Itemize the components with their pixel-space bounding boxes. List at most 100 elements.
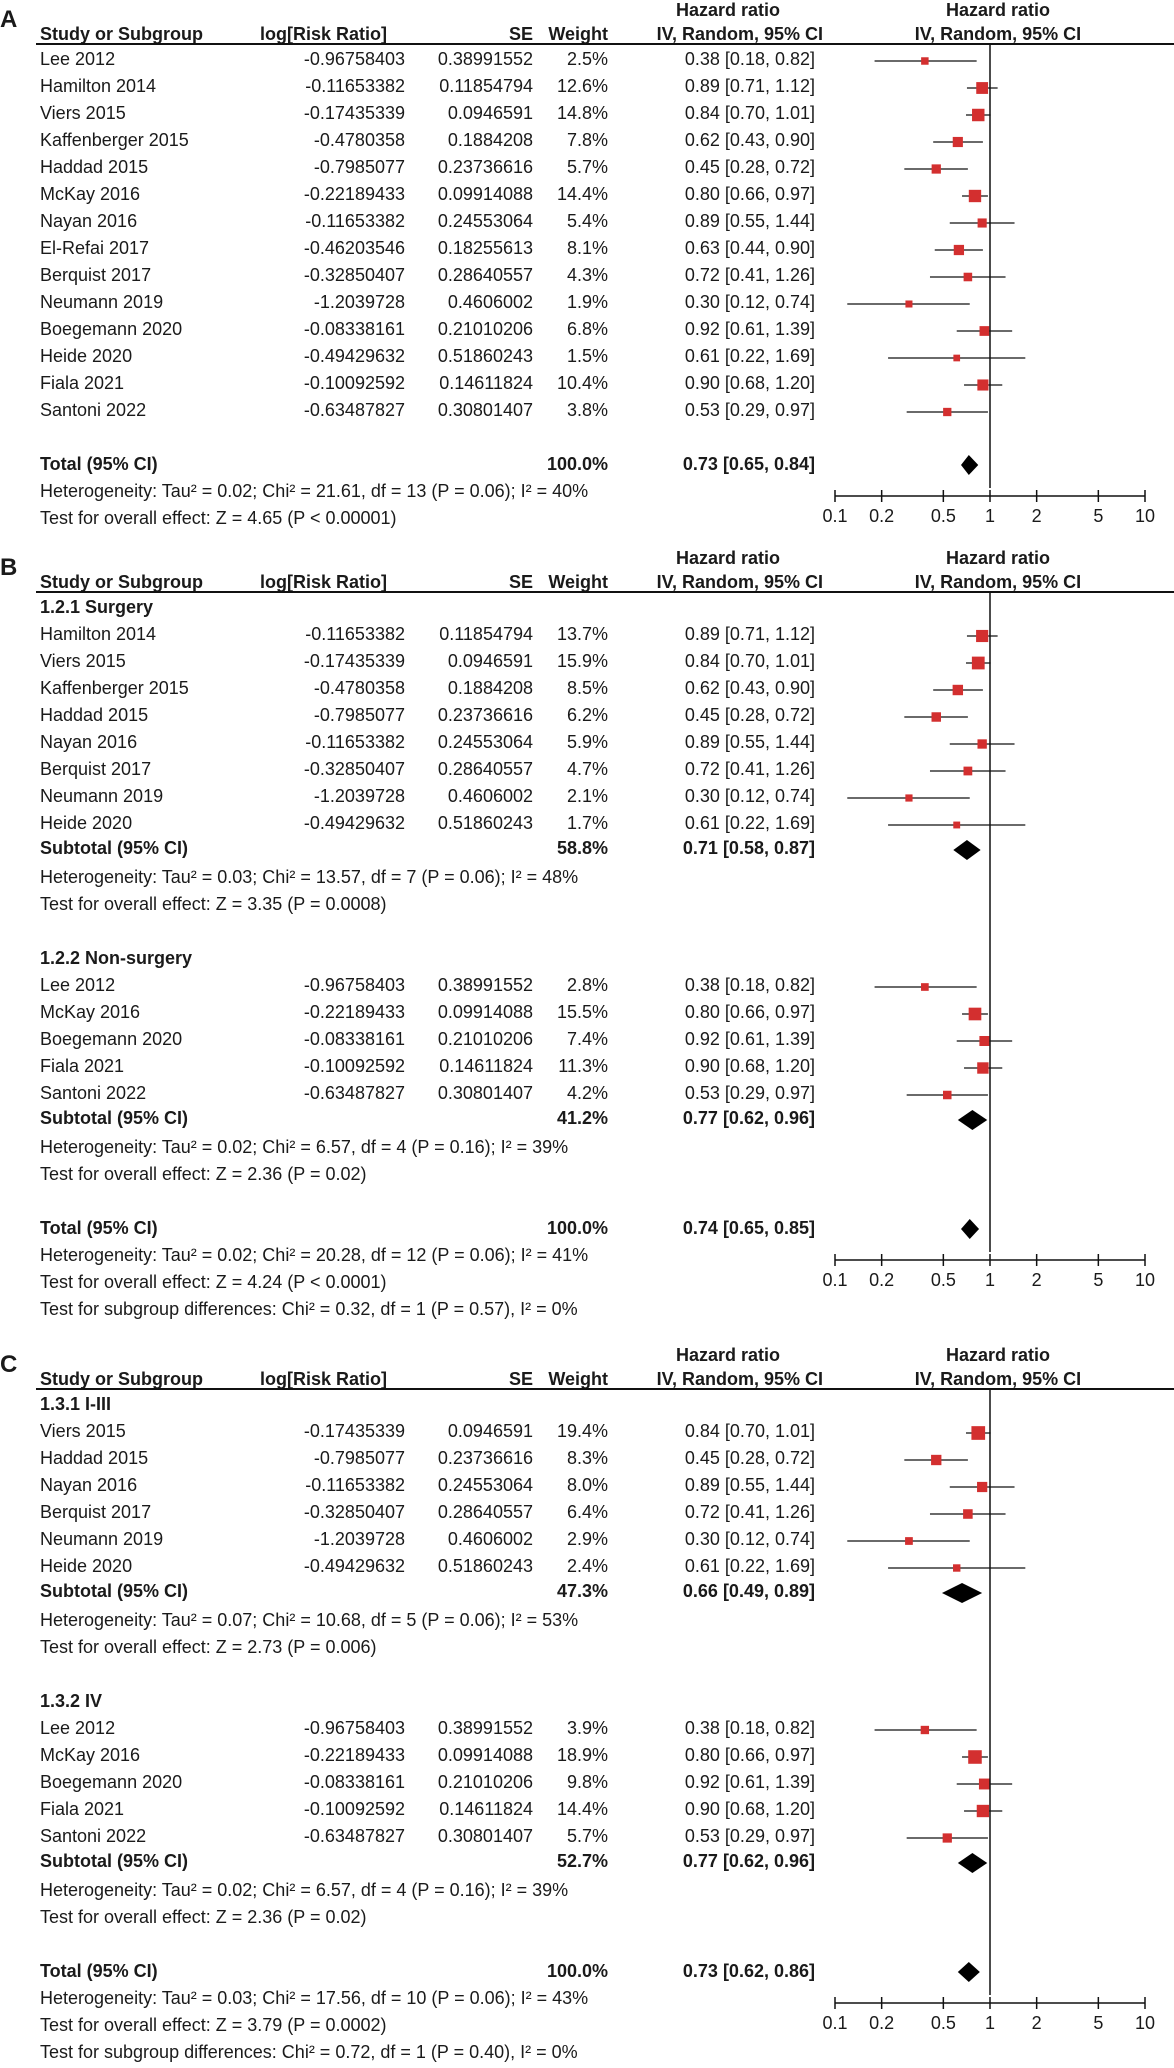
effect-marker: [953, 1564, 961, 1572]
study-se: 0.28640557: [437, 265, 533, 285]
study-ci: 0.89 [0.71, 1.12]: [684, 76, 815, 96]
subtotal-note: Test for overall effect: Z = 2.36 (P = 0…: [40, 1907, 367, 1927]
study-name: Viers 2015: [40, 651, 126, 671]
study-se: 0.21010206: [437, 1029, 533, 1049]
subtotal-label: Subtotal (95% CI): [40, 1581, 189, 1601]
effect-marker: [977, 1062, 989, 1074]
study-name: Neumann 2019: [40, 786, 164, 806]
overall-note: Heterogeneity: Tau² = 0.03; Chi² = 17.56…: [40, 1988, 589, 2008]
study-logrr: -0.49429632: [303, 813, 405, 833]
study-ci: 0.45 [0.28, 0.72]: [684, 1448, 815, 1468]
x-axis-tick-label: 0.1: [822, 1270, 848, 1290]
study-se: 0.24553064: [437, 211, 533, 231]
study-name: Fiala 2021: [40, 373, 125, 393]
x-axis-tick-label: 0.1: [822, 506, 848, 526]
effect-marker: [977, 739, 987, 749]
effect-marker: [976, 629, 989, 643]
study-weight: 3.9%: [566, 1718, 608, 1738]
study-se: 0.51860243: [437, 346, 533, 366]
effect-marker: [942, 1833, 952, 1843]
subtotal-note: Heterogeneity: Tau² = 0.07; Chi² = 10.68…: [40, 1610, 579, 1630]
ci-column-title: Hazard ratio: [675, 0, 781, 20]
study-logrr: -0.96758403: [303, 49, 405, 69]
effect-marker: [952, 136, 963, 148]
subtotal-weight: 52.7%: [556, 1851, 608, 1871]
study-logrr: -0.63487827: [303, 1083, 405, 1103]
subtotal-note: Test for overall effect: Z = 2.73 (P = 0…: [40, 1637, 377, 1657]
study-se: 0.38991552: [437, 49, 533, 69]
study-ci: 0.61 [0.22, 1.69]: [684, 813, 815, 833]
study-se: 0.11854794: [439, 76, 533, 96]
total-ci: 0.74 [0.65, 0.85]: [682, 1218, 815, 1238]
header-study: Study or Subgroup: [40, 24, 203, 44]
effect-marker: [978, 1778, 990, 1790]
x-axis-tick-label: 2: [1031, 1270, 1042, 1290]
study-ci: 0.92 [0.61, 1.39]: [684, 1772, 815, 1792]
study-name: Viers 2015: [40, 103, 126, 123]
header-rule: [36, 1388, 1174, 1390]
study-name: Fiala 2021: [40, 1799, 125, 1819]
study-se: 0.30801407: [437, 1826, 533, 1846]
overall-note: Test for overall effect: Z = 3.79 (P = 0…: [40, 2015, 387, 2035]
x-axis-tick-label: 1: [984, 506, 995, 526]
subtotal-label: Subtotal (95% CI): [40, 838, 189, 858]
header-plot-method: IV, Random, 95% CI: [914, 1369, 1082, 1389]
x-axis-tick-label: 10: [1134, 1270, 1156, 1290]
effect-marker: [905, 1537, 913, 1545]
study-logrr: -0.08338161: [303, 1772, 405, 1792]
study-name: Viers 2015: [40, 1421, 126, 1441]
effect-marker: [943, 1090, 952, 1100]
total-weight: 100.0%: [546, 454, 608, 474]
subtotal-note: Heterogeneity: Tau² = 0.03; Chi² = 13.57…: [40, 867, 579, 887]
study-ci: 0.89 [0.55, 1.44]: [684, 211, 815, 231]
ci-column-title: Hazard ratio: [675, 1345, 781, 1365]
study-weight: 5.7%: [566, 157, 608, 177]
study-ci: 0.62 [0.43, 0.90]: [684, 130, 815, 150]
study-weight: 6.8%: [566, 319, 608, 339]
study-se: 0.28640557: [437, 759, 533, 779]
study-name: Kaffenberger 2015: [40, 130, 189, 150]
study-se: 0.09914088: [437, 1745, 533, 1765]
study-ci: 0.53 [0.29, 0.97]: [684, 400, 815, 420]
effect-marker: [952, 684, 964, 696]
x-axis-tick-label: 10: [1134, 506, 1156, 526]
overall-note: Test for overall effect: Z = 4.24 (P < 0…: [40, 1272, 387, 1292]
effect-marker: [921, 983, 929, 991]
study-weight: 5.7%: [566, 1826, 608, 1846]
study-se: 0.18255613: [437, 238, 533, 258]
effect-marker: [968, 189, 982, 203]
pooled-diamond: [957, 1853, 988, 1873]
study-name: Santoni 2022: [40, 1083, 147, 1103]
header-weight: Weight: [548, 572, 608, 592]
study-logrr: -0.11653382: [305, 732, 405, 752]
header-study: Study or Subgroup: [40, 1369, 203, 1389]
study-weight: 4.2%: [566, 1083, 608, 1103]
subtotal-ci: 0.77 [0.62, 0.96]: [682, 1108, 815, 1128]
study-weight: 10.4%: [556, 373, 608, 393]
study-se: 0.28640557: [437, 1502, 533, 1522]
study-ci: 0.72 [0.41, 1.26]: [684, 759, 815, 779]
study-weight: 14.8%: [556, 103, 608, 123]
study-logrr: -0.32850407: [303, 1502, 405, 1522]
study-weight: 1.5%: [566, 346, 608, 366]
total-label: Total (95% CI): [40, 454, 158, 474]
panel-letter: C: [0, 1351, 18, 1378]
study-weight: 7.8%: [566, 130, 608, 150]
study-name: Haddad 2015: [40, 1448, 149, 1468]
study-logrr: -0.7985077: [313, 157, 405, 177]
subtotal-ci: 0.71 [0.58, 0.87]: [682, 838, 815, 858]
study-weight: 5.9%: [566, 732, 608, 752]
study-se: 0.21010206: [437, 319, 533, 339]
study-name: Santoni 2022: [40, 1826, 147, 1846]
effect-marker: [921, 57, 929, 65]
study-weight: 18.9%: [556, 1745, 608, 1765]
x-axis-tick-label: 0.2: [869, 1270, 895, 1290]
study-se: 0.14611824: [439, 1056, 533, 1076]
study-name: Nayan 2016: [40, 211, 138, 231]
x-axis-tick-label: 0.2: [869, 2013, 895, 2033]
study-se: 0.23736616: [437, 157, 533, 177]
study-se: 0.4606002: [447, 1529, 533, 1549]
study-name: Lee 2012: [40, 1718, 116, 1738]
study-weight: 14.4%: [556, 184, 608, 204]
